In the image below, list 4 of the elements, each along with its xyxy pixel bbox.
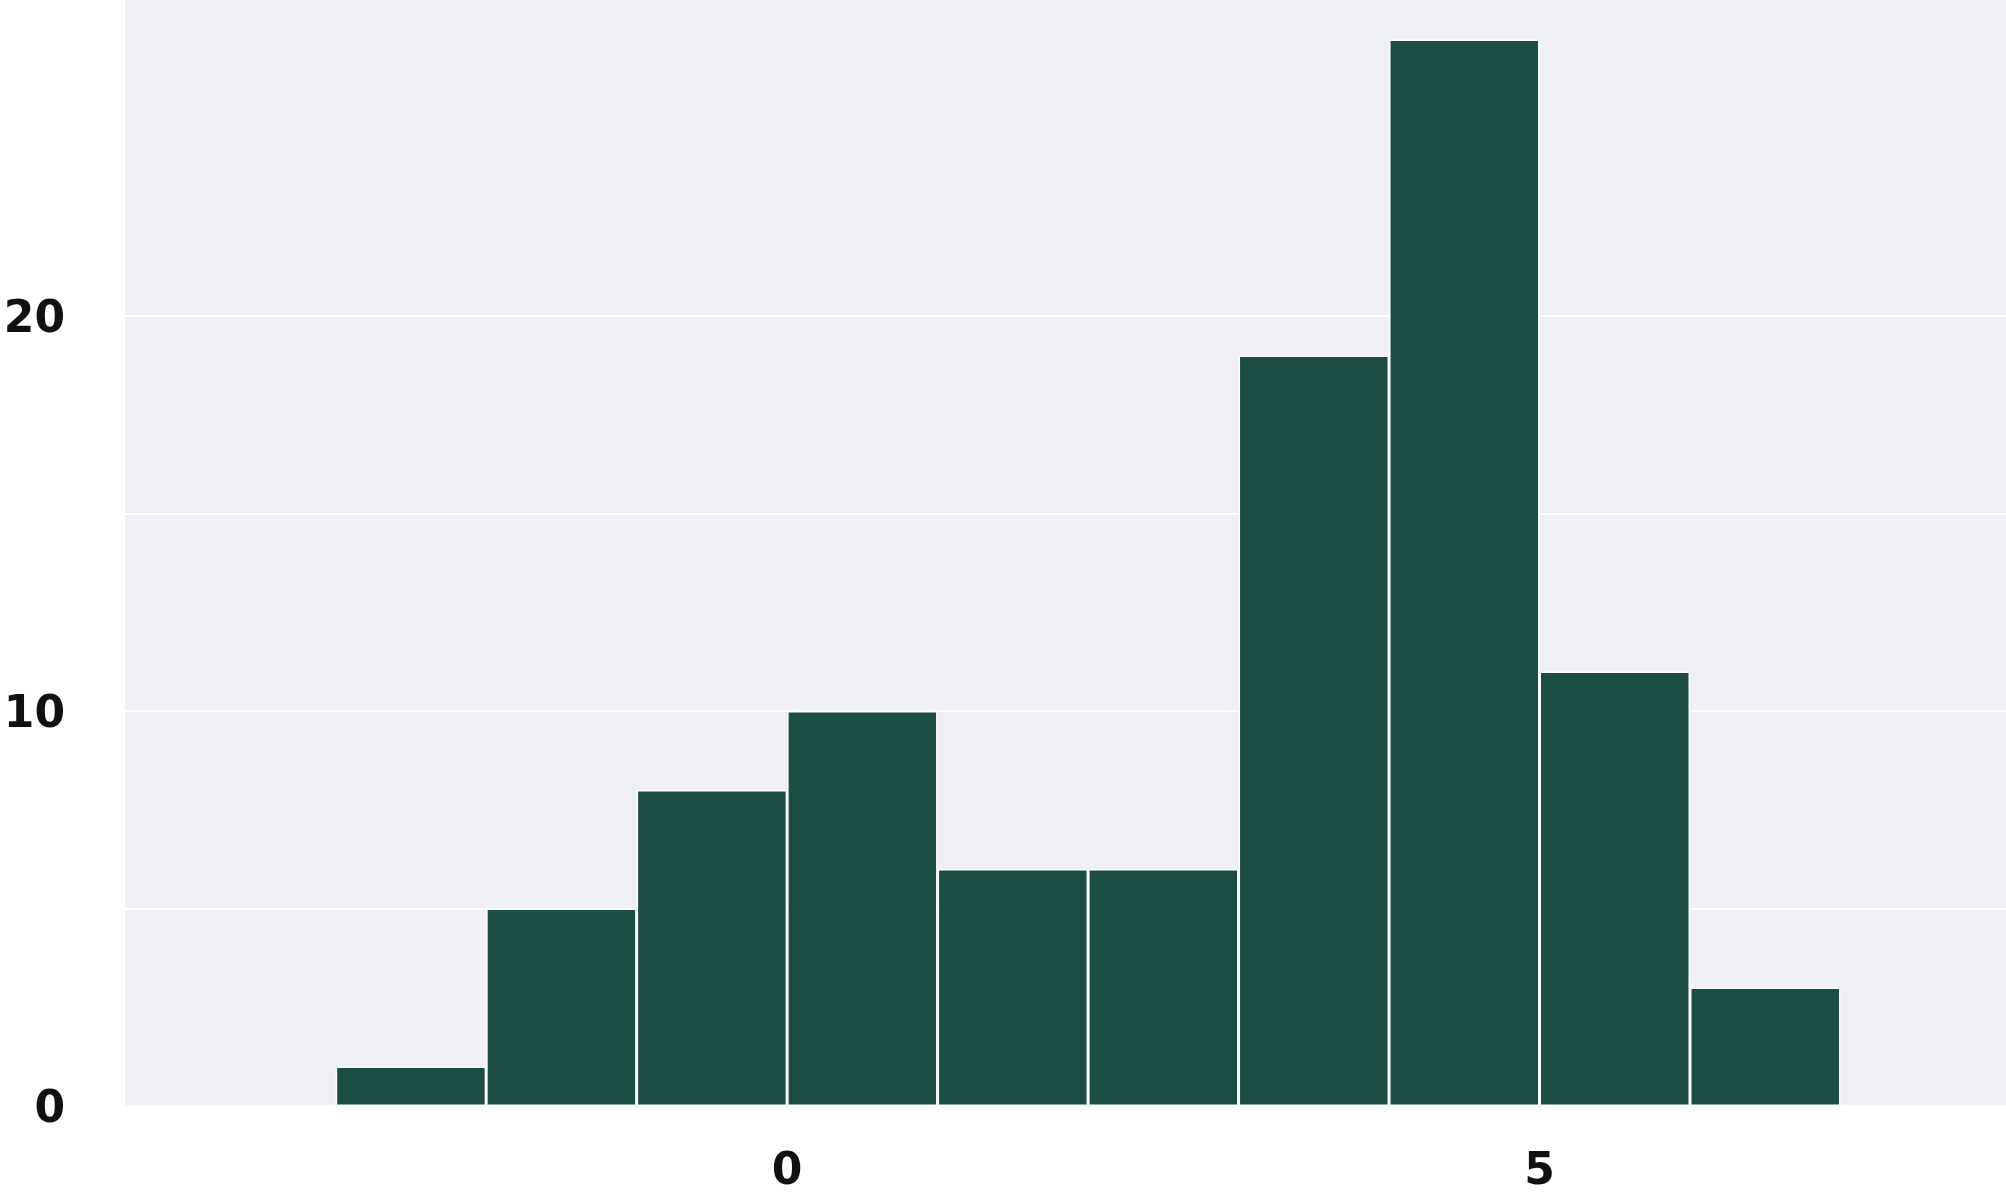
y-tick-label: 20 <box>3 290 65 342</box>
y-tick-label: 0 <box>34 1080 65 1132</box>
x-tick-label: 5 <box>1524 1142 1555 1194</box>
y-tick-label: 10 <box>3 685 65 737</box>
